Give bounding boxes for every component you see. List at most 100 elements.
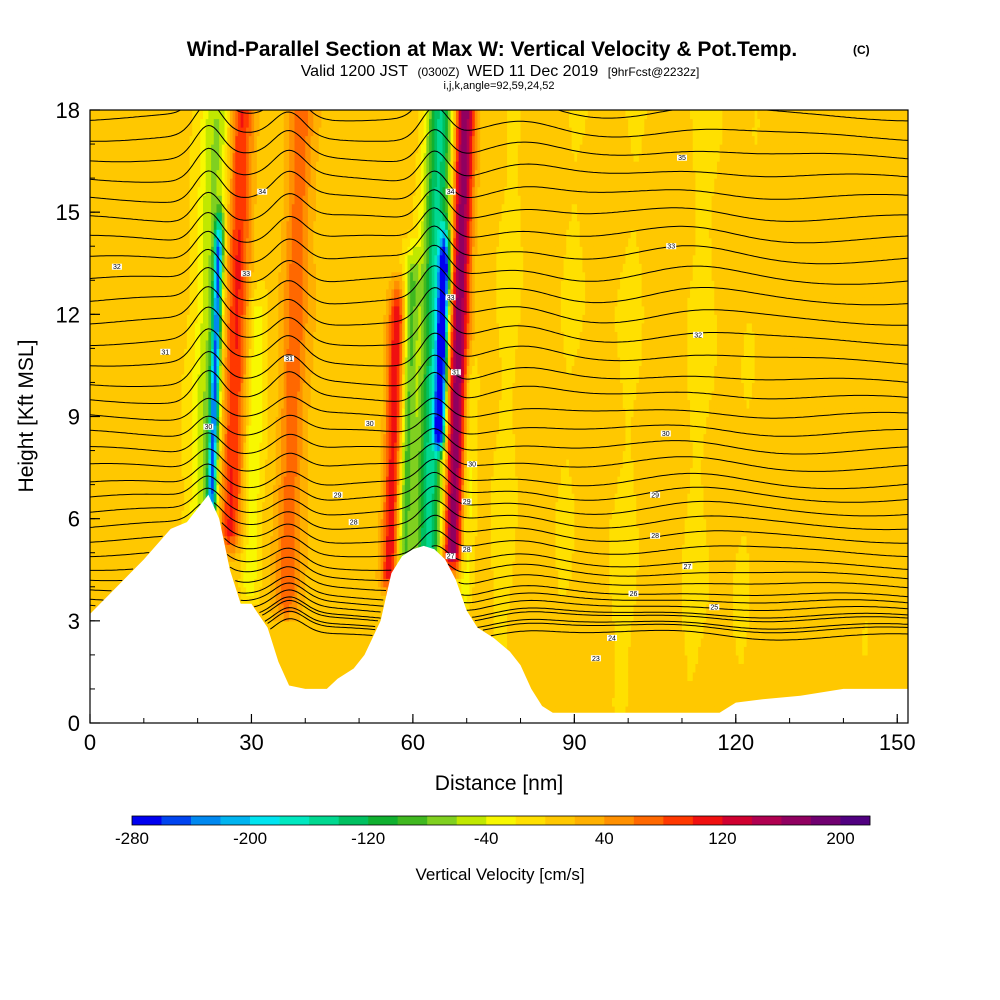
velocity-cell [186, 178, 191, 188]
velocity-cell [240, 450, 244, 460]
velocity-cell [237, 399, 242, 409]
velocity-cell [165, 135, 169, 145]
velocity-cell [108, 450, 113, 460]
velocity-cell [90, 254, 94, 264]
velocity-cell [90, 288, 94, 298]
velocity-cell [262, 271, 266, 281]
velocity-cell [256, 442, 261, 452]
velocity-cell [272, 476, 277, 486]
velocity-cell [159, 365, 164, 375]
velocity-cell [98, 161, 102, 171]
velocity-cell [211, 476, 215, 486]
velocity-cell [272, 195, 277, 205]
velocity-cell [106, 433, 110, 443]
velocity-cell [119, 407, 123, 418]
velocity-cell [181, 493, 185, 503]
velocity-cell [194, 373, 199, 384]
velocity-cell [141, 348, 145, 358]
velocity-cell [146, 399, 150, 409]
velocity-cell [98, 152, 102, 162]
velocity-cell [90, 569, 94, 579]
velocity-cell [149, 212, 153, 222]
velocity-cell [189, 229, 193, 239]
velocity-cell [267, 399, 271, 409]
velocity-cell [219, 195, 223, 205]
velocity-cell [162, 425, 166, 435]
velocity-cell [146, 246, 150, 256]
velocity-cell [221, 467, 226, 477]
velocity-cell [232, 331, 236, 341]
velocity-cell [237, 552, 242, 562]
velocity-cell [208, 314, 212, 324]
velocity-cell [170, 127, 175, 137]
velocity-cell [157, 144, 161, 154]
velocity-cell [173, 144, 177, 154]
velocity-cell [219, 322, 223, 332]
velocity-cell [246, 518, 250, 528]
velocity-cell [90, 484, 94, 494]
velocity-cell [248, 390, 253, 401]
velocity-cell [98, 518, 102, 528]
velocity-cell [178, 493, 183, 503]
velocity-cell [146, 339, 150, 349]
velocity-cell [229, 339, 234, 349]
velocity-cell [240, 399, 244, 409]
velocity-cell [149, 305, 153, 315]
velocity-cell [95, 544, 99, 554]
velocity-cell [159, 459, 164, 469]
velocity-cell [159, 322, 164, 332]
velocity-cell [100, 365, 105, 375]
velocity-cell [243, 288, 247, 298]
velocity-cell [165, 459, 169, 469]
velocity-cell [143, 544, 148, 554]
velocity-cell [141, 501, 145, 511]
velocity-cell [90, 110, 94, 120]
velocity-cell [267, 135, 271, 145]
velocity-cell [146, 169, 150, 179]
velocity-cell [111, 399, 115, 409]
velocity-cell [103, 220, 107, 230]
velocity-cell [267, 578, 271, 588]
velocity-cell [208, 127, 212, 137]
velocity-cell [211, 467, 215, 477]
velocity-cell [141, 203, 145, 213]
velocity-cell [184, 382, 188, 392]
velocity-cell [248, 459, 253, 469]
velocity-cell [133, 246, 137, 256]
velocity-cell [108, 203, 113, 213]
velocity-cell [208, 390, 212, 401]
velocity-cell [108, 510, 113, 520]
velocity-cell [194, 195, 199, 205]
velocity-cell [149, 544, 153, 554]
velocity-cell [184, 331, 188, 341]
velocity-cell [270, 493, 274, 503]
velocity-cell [130, 390, 134, 401]
subtitle-utc: (0300Z) [417, 65, 459, 79]
velocity-cell [103, 331, 107, 341]
velocity-cell [95, 493, 99, 503]
velocity-cell [221, 459, 226, 469]
velocity-cell [243, 152, 247, 162]
velocity-cell [157, 280, 161, 290]
velocity-cell [232, 263, 236, 273]
velocity-cell [176, 144, 180, 154]
velocity-cell [143, 280, 148, 290]
velocity-cell [186, 288, 191, 298]
velocity-cell [229, 467, 234, 477]
velocity-cell [192, 425, 196, 435]
velocity-cell [149, 127, 153, 137]
velocity-cell [264, 178, 269, 188]
velocity-cell [197, 195, 201, 205]
velocity-cell [197, 237, 201, 247]
velocity-cell [219, 169, 223, 179]
velocity-cell [157, 450, 161, 460]
velocity-cell [254, 110, 258, 120]
velocity-cell [157, 459, 161, 469]
velocity-cell [114, 178, 118, 188]
velocity-cell [151, 382, 156, 392]
velocity-cell [116, 110, 121, 120]
velocity-cell [146, 467, 150, 477]
velocity-cell [111, 348, 115, 358]
velocity-cell [165, 390, 169, 401]
velocity-cell [213, 246, 218, 256]
